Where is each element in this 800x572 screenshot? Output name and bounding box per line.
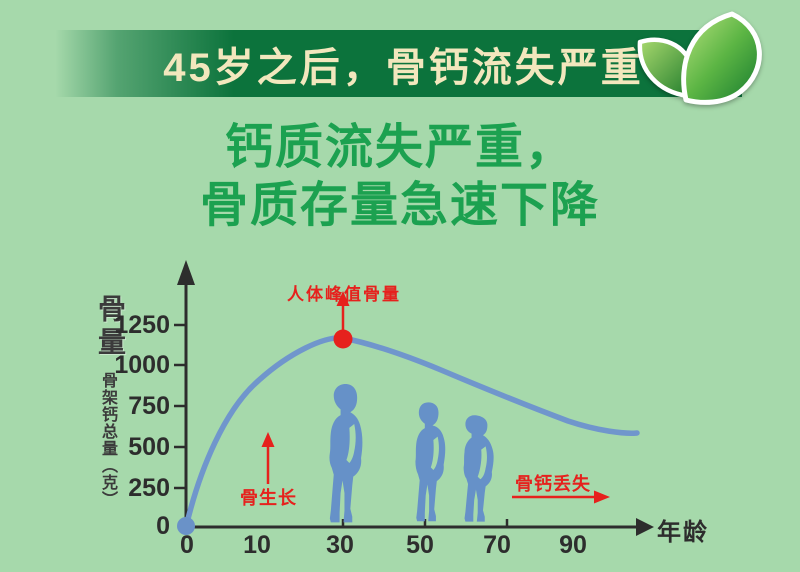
- leaf-icon-canvas: [637, 11, 762, 105]
- peak-arrow-icon: [336, 291, 350, 333]
- growth-arrow-icon: [261, 432, 275, 484]
- headline-line-1: 钙质流失严重，: [224, 121, 575, 174]
- peak-point: [333, 329, 353, 349]
- x-tick-label-90: 90: [559, 531, 587, 559]
- silhouette-middle-aged: [415, 402, 446, 522]
- y-tick-marks: [174, 323, 186, 490]
- headline-line-2: 骨质存量急速下降: [199, 179, 600, 232]
- x-tick-label-70: 70: [483, 531, 511, 559]
- y-axis-label: 骨量: [95, 294, 126, 360]
- y-axis-arrow-icon: [177, 260, 195, 285]
- loss-arrow-icon: [512, 490, 610, 504]
- x-tick-label-0: 0: [180, 531, 194, 559]
- y-tick-label-250: 250: [128, 474, 170, 502]
- y-tick-label-1250: 1250: [114, 311, 170, 339]
- x-axis-label: 年龄: [657, 519, 709, 546]
- x-tick-label-10: 10: [243, 531, 271, 559]
- banner-title: 45岁之后，骨钙流失严重: [163, 45, 644, 90]
- growth-annotation-label: 骨生长: [240, 488, 297, 508]
- y-tick-label-500: 500: [128, 433, 170, 461]
- x-tick-label-50: 50: [406, 531, 434, 559]
- loss-annotation-label: 骨钙丢失: [515, 474, 591, 494]
- y-axis-sublabel: 骨架钙总量（克）: [99, 372, 116, 508]
- y-tick-label-750: 750: [128, 392, 170, 420]
- origin-point: [177, 517, 195, 535]
- big-leaf-icon: [681, 11, 762, 105]
- headline: 钙质流失严重， 骨质存量急速下降: [0, 119, 800, 235]
- top-banner: 45岁之后，骨钙流失严重: [55, 30, 742, 97]
- x-tick-label-30: 30: [326, 531, 354, 559]
- bone-mass-curve: [183, 335, 640, 530]
- y-tick-label-1000: 1000: [114, 351, 170, 379]
- y-tick-label-0: 0: [156, 512, 170, 540]
- silhouette-elderly: [463, 415, 494, 522]
- peak-annotation-label: 人体峰值骨量: [287, 285, 401, 304]
- silhouette-young-adult: [329, 383, 363, 523]
- x-tick-marks: [341, 519, 509, 527]
- leaf-icon: [628, 4, 778, 106]
- x-axis-arrow-icon: [636, 518, 654, 536]
